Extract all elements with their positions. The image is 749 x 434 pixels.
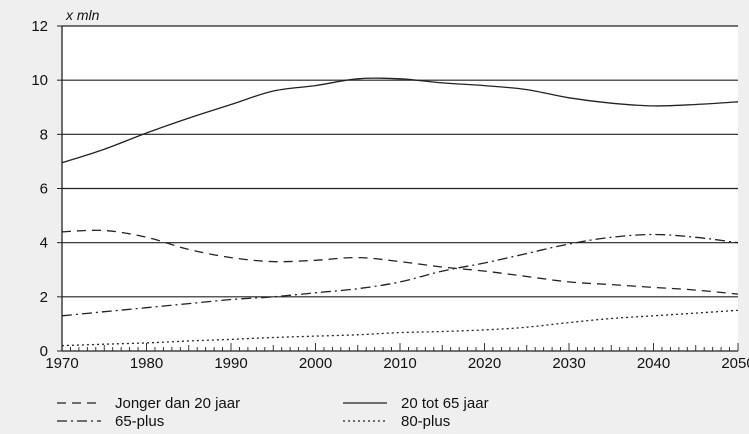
y-tick-label-10: 10 xyxy=(31,72,48,89)
x-tick-label-1990: 1990 xyxy=(214,355,247,372)
x-tick-label-2010: 2010 xyxy=(383,355,416,372)
y-tick-label-2: 2 xyxy=(40,289,48,306)
y-tick-label-6: 6 xyxy=(40,181,48,198)
legend-label-0: Jonger dan 20 jaar xyxy=(115,395,240,412)
y-axis-label: x mln xyxy=(65,7,100,23)
legend-label-2: 65-plus xyxy=(115,413,164,429)
x-tick-label-2020: 2020 xyxy=(468,355,501,372)
x-tick-label-2040: 2040 xyxy=(637,355,670,372)
y-tick-label-4: 4 xyxy=(40,235,48,252)
legend-label-1: 20 tot 65 jaar xyxy=(401,395,489,412)
x-tick-label-2000: 2000 xyxy=(299,355,332,372)
legend: Jonger dan 20 jaar 20 tot 65 jaar 65-plus 8… xyxy=(57,395,489,429)
x-tick-label-2030: 2030 xyxy=(552,355,585,372)
y-tick-label-8: 8 xyxy=(40,126,48,143)
x-tick-label-2050: 2050 xyxy=(721,355,749,372)
x-tick-label-1970: 1970 xyxy=(45,355,78,372)
x-tick-label-1980: 1980 xyxy=(130,355,163,372)
legend-label-3: 80-plus xyxy=(401,413,450,429)
y-tick-label-12: 12 xyxy=(31,18,48,35)
